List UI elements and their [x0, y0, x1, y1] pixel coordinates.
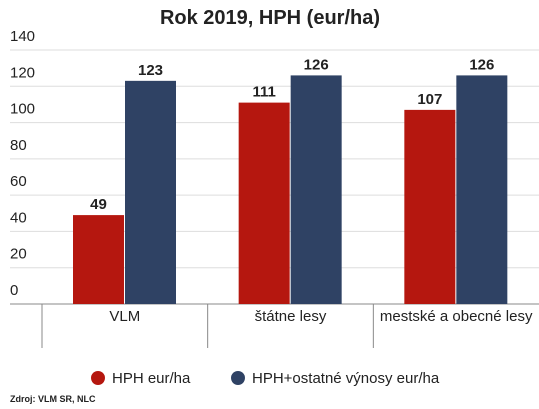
x-tick-label-box: štátne lesy [254, 308, 327, 325]
bar [290, 75, 342, 305]
y-tick-label: 0 [10, 282, 18, 299]
bar [73, 215, 124, 304]
value-label: 123 [138, 62, 163, 79]
bar [404, 109, 456, 304]
legend-marker [231, 371, 245, 385]
bar [456, 75, 508, 305]
legend-marker [91, 371, 105, 385]
value-label: 49 [90, 196, 107, 213]
y-tick-label: 80 [10, 137, 27, 154]
y-tick-label: 100 [10, 101, 35, 118]
x-tick-label: mestské a obecné lesy [379, 308, 533, 325]
x-tick-label-box: VLM [109, 308, 141, 325]
value-label: 126 [304, 56, 329, 73]
bar [125, 80, 176, 304]
y-tick-label: 60 [10, 173, 27, 190]
y-tick-label: 40 [10, 209, 27, 226]
bar [238, 102, 290, 304]
source-note: Zdroj: VLM SR, NLC [10, 394, 96, 404]
x-tick-label: VLM [109, 308, 141, 325]
x-tick-label: štátne lesy [254, 308, 327, 325]
legend-label: HPH+ostatné výnosy eur/ha [252, 370, 440, 387]
chart-title: Rok 2019, HPH (eur/ha) [160, 7, 380, 29]
legend-label: HPH eur/ha [112, 370, 191, 387]
value-label: 111 [252, 84, 275, 101]
y-tick-label: 140 [10, 28, 35, 45]
y-tick-label: 20 [10, 246, 27, 263]
value-label: 126 [469, 56, 494, 73]
value-label: 107 [417, 91, 442, 108]
y-tick-label: 120 [10, 64, 35, 81]
x-tick-label-box: mestské a obecné lesy [379, 308, 533, 325]
